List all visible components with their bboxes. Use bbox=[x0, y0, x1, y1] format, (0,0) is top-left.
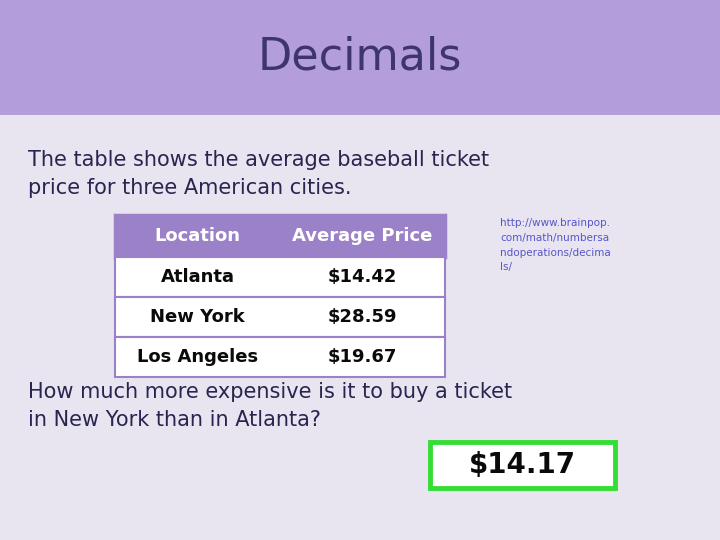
Text: Atlanta: Atlanta bbox=[161, 268, 235, 286]
Text: $19.67: $19.67 bbox=[328, 348, 397, 366]
FancyBboxPatch shape bbox=[115, 337, 445, 377]
FancyBboxPatch shape bbox=[115, 257, 445, 297]
Text: Average Price: Average Price bbox=[292, 227, 433, 245]
Text: Location: Location bbox=[155, 227, 240, 245]
Text: Los Angeles: Los Angeles bbox=[137, 348, 258, 366]
Text: $14.42: $14.42 bbox=[328, 268, 397, 286]
FancyBboxPatch shape bbox=[115, 215, 445, 257]
FancyBboxPatch shape bbox=[115, 297, 445, 337]
Text: http://www.brainpop.
com/math/numbersa
ndoperations/decima
ls/: http://www.brainpop. com/math/numbersa n… bbox=[500, 218, 611, 272]
Bar bbox=[0, 0, 720, 115]
Text: $28.59: $28.59 bbox=[328, 308, 397, 326]
Text: Decimals: Decimals bbox=[258, 36, 462, 79]
FancyBboxPatch shape bbox=[430, 442, 615, 488]
Text: The table shows the average baseball ticket
price for three American cities.: The table shows the average baseball tic… bbox=[28, 150, 489, 198]
Text: $14.17: $14.17 bbox=[469, 451, 576, 479]
Text: How much more expensive is it to buy a ticket
in New York than in Atlanta?: How much more expensive is it to buy a t… bbox=[28, 382, 512, 430]
Text: New York: New York bbox=[150, 308, 245, 326]
